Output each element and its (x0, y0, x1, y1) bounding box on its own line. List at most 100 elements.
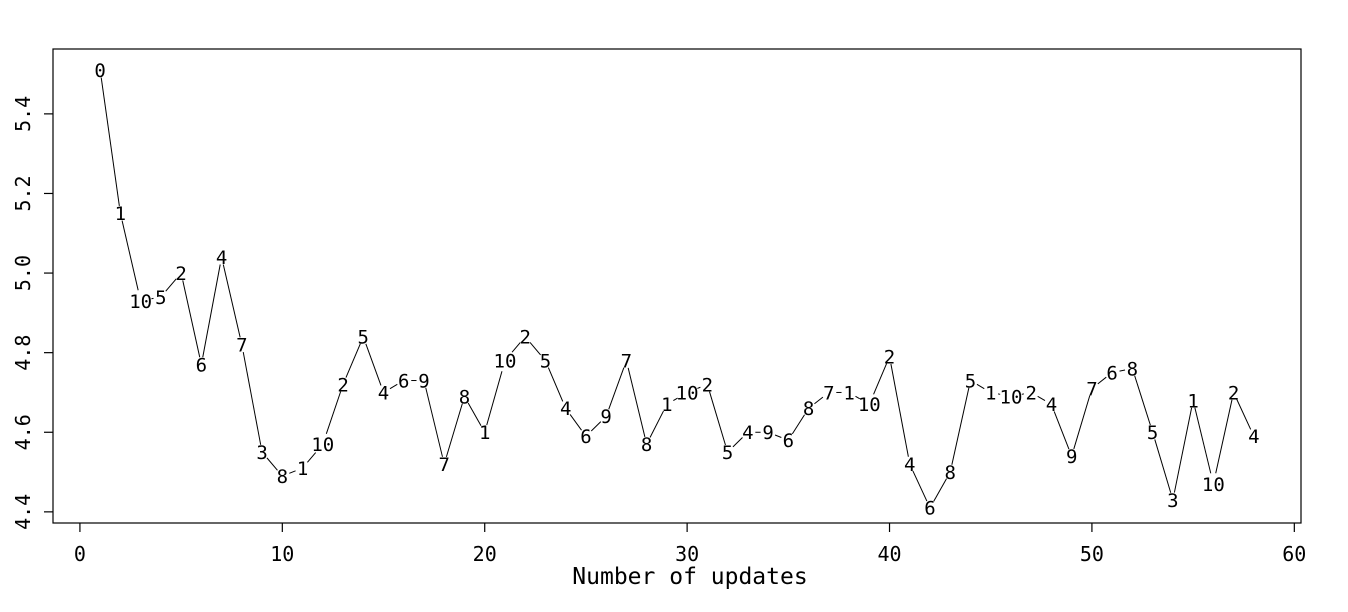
data-point-label: 8 (1127, 358, 1138, 380)
data-point-label: 4 (560, 398, 571, 420)
data-point-label: 10 (1202, 474, 1225, 496)
series-segment (486, 371, 503, 426)
x-tick-label: 60 (1282, 542, 1306, 566)
series-segment (307, 452, 317, 463)
series-segment (242, 351, 262, 445)
data-point-label: 1 (115, 203, 126, 225)
data-point-label: 5 (722, 442, 733, 464)
series-segment (951, 387, 970, 465)
series-segment (855, 395, 861, 400)
data-point-label: 10 (1000, 386, 1023, 408)
data-point-label: 0 (94, 60, 105, 82)
data-point-label: 1 (985, 382, 996, 404)
data-point-label: 4 (1248, 426, 1259, 448)
series-segment (511, 342, 521, 353)
series-segment (345, 343, 361, 378)
series-segment (202, 264, 221, 358)
data-point-label: 6 (783, 430, 794, 452)
data-point-label: 3 (1167, 490, 1178, 512)
series-segment (1134, 375, 1151, 426)
series-segment (774, 434, 782, 438)
data-point-label: 6 (580, 426, 591, 448)
series-segment (266, 457, 278, 471)
series-segment (365, 343, 382, 386)
data-point-label: 3 (256, 442, 267, 464)
series-segment (814, 396, 824, 405)
series-segment (890, 363, 909, 457)
series-segment (1097, 376, 1107, 385)
x-tick-label: 0 (74, 542, 86, 566)
data-point-label: 7 (439, 454, 450, 476)
series-segment (222, 264, 241, 338)
data-point-label: 2 (337, 374, 348, 396)
series-segment (547, 367, 564, 402)
data-point-label: 9 (1066, 446, 1077, 468)
series-segment (649, 410, 664, 438)
x-tick-label: 40 (877, 542, 901, 566)
series-segment (1173, 407, 1193, 493)
data-point-label: 7 (621, 350, 632, 372)
data-point-label: 2 (884, 346, 895, 368)
x-tick-label: 20 (473, 542, 497, 566)
data-point-label: 1 (843, 382, 854, 404)
series-segment (1037, 395, 1046, 402)
data-point-label: 8 (459, 386, 470, 408)
y-tick-label: 4.8 (11, 335, 35, 371)
series-segment (627, 367, 646, 438)
series-segment (1194, 407, 1212, 474)
data-point-label: 8 (641, 434, 652, 456)
series-segment (1053, 411, 1070, 450)
series-segment (1236, 399, 1252, 430)
data-point-label: 8 (803, 398, 814, 420)
series-segment (933, 478, 947, 502)
x-axis-title: Number of updates (572, 564, 807, 590)
data-point-label: 5 (965, 370, 976, 392)
y-tick-label: 4.4 (11, 494, 35, 530)
series-segment (569, 414, 582, 431)
y-tick-label: 5.2 (11, 175, 35, 211)
x-tick-label: 30 (675, 542, 699, 566)
series-segment (425, 387, 443, 457)
series-segment (1119, 369, 1126, 372)
data-point-label: 9 (418, 370, 429, 392)
x-tick-label: 50 (1080, 542, 1104, 566)
data-point-label: 1 (479, 422, 490, 444)
series-segment (100, 77, 120, 207)
data-point-label: 8 (945, 462, 956, 484)
series-segment (182, 280, 201, 358)
series-segment (1215, 399, 1233, 474)
data-point-label: 2 (702, 374, 713, 396)
series-segment (165, 278, 177, 292)
data-point-label: 7 (1086, 378, 1097, 400)
data-point-label: 6 (398, 370, 409, 392)
data-point-label: 9 (600, 406, 611, 428)
series-segment (325, 391, 342, 434)
series-segment (608, 367, 625, 410)
series-segment (697, 386, 701, 389)
series-segment (791, 414, 805, 435)
series-segment (873, 363, 888, 395)
series-segment (1154, 439, 1172, 493)
data-point-label: 2 (175, 263, 186, 285)
data-point-label: 2 (519, 327, 530, 349)
series-segment (709, 391, 726, 446)
data-point-label: 1 (661, 394, 672, 416)
series-segment (445, 403, 463, 458)
data-point-label: 4 (378, 382, 389, 404)
series-segment (732, 437, 743, 448)
series-segment (289, 470, 296, 474)
series-segment (121, 220, 139, 291)
series-segment (590, 421, 602, 432)
series-segment (912, 470, 928, 502)
data-point-label: 8 (277, 466, 288, 488)
y-tick-label: 5.0 (11, 255, 35, 291)
data-point-label: 6 (1106, 362, 1117, 384)
data-point-label: 4 (904, 454, 915, 476)
x-tick-label: 10 (270, 542, 294, 566)
data-point-label: 10 (311, 434, 334, 456)
series-segment (976, 383, 985, 390)
data-point-label: 7 (236, 335, 247, 357)
data-point-label: 1 (297, 458, 308, 480)
